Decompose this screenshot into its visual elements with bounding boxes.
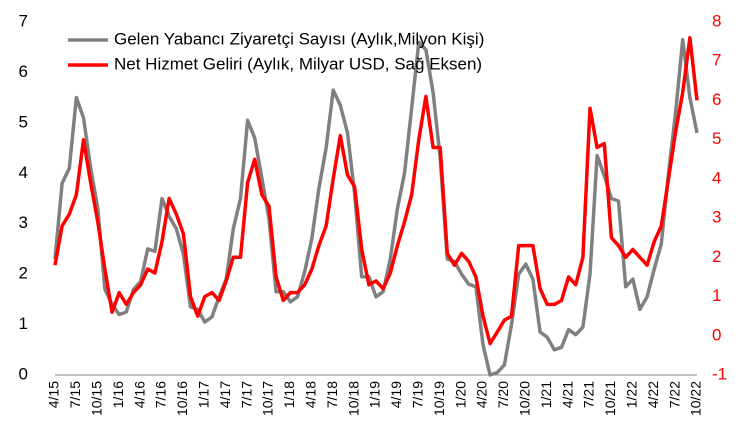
x-tick-label: 7/21 [581,381,597,408]
x-tick-label: 7/17 [238,381,254,408]
x-tick-label: 1/19 [367,381,383,408]
x-tick-label: 7/20 [495,381,511,408]
y-tick-label: 1 [19,314,28,333]
y2-tick-label: 2 [712,247,721,266]
x-tick-label: 4/16 [131,381,147,408]
x-tick-label: 10/16 [174,381,190,416]
y-tick-label: 0 [19,364,28,383]
x-tick-label: 7/19 [410,381,426,408]
y2-tick-label: 8 [712,11,721,30]
y2-tick-label: 3 [712,208,721,227]
x-tick-label: 1/18 [281,381,297,408]
x-tick-label: 4/15 [46,381,62,408]
y-tick-label: 4 [19,163,28,182]
x-tick-label: 1/22 [624,381,640,408]
x-tick-label: 1/16 [110,381,126,408]
x-tick-label: 10/22 [688,381,704,416]
series-line [53,37,699,377]
x-tick-label: 4/17 [217,381,233,408]
x-tick-label: 10/17 [260,381,276,416]
y2-tick-label: 5 [712,129,721,148]
y2-tick-label: 4 [712,168,721,187]
series-line [53,35,699,346]
x-tick-label: 10/15 [89,381,105,416]
y-tick-label: 3 [19,213,28,232]
x-tick-label: 4/20 [474,381,490,408]
y-tick-label: 5 [19,112,28,131]
x-tick-label: 4/19 [388,381,404,408]
x-tick-label: 7/16 [153,381,169,408]
y2-tick-label: -1 [712,364,727,383]
x-tick-label: 1/20 [452,381,468,408]
y-tick-label: 2 [19,264,28,283]
x-tick-label: 7/15 [67,381,83,408]
y2-tick-label: 0 [712,325,721,344]
x-tick-label: 7/18 [324,381,340,408]
x-tick-label: 10/19 [431,381,447,416]
x-tick-label: 10/21 [602,381,618,416]
x-tick-label: 10/20 [517,381,533,416]
x-tick-label: 7/22 [666,381,682,408]
x-tick-label: 1/17 [196,381,212,408]
x-tick-label: 4/21 [559,381,575,408]
x-tick-label: 4/22 [645,381,661,408]
x-tick-label: 1/21 [538,381,554,408]
legend-label: Net Hizmet Geliri (Aylık, Milyar USD, Sa… [114,54,482,73]
legend-label: Gelen Yabancı Ziyaretçi Sayısı (Aylık,Mi… [114,29,484,48]
y-tick-label: 6 [19,62,28,81]
x-tick-label: 4/18 [303,381,319,408]
y2-tick-label: 7 [712,51,721,70]
x-tick-label: 10/18 [345,381,361,416]
y2-tick-label: 6 [712,90,721,109]
y2-tick-label: 1 [712,286,721,305]
y-tick-label: 7 [19,11,28,30]
